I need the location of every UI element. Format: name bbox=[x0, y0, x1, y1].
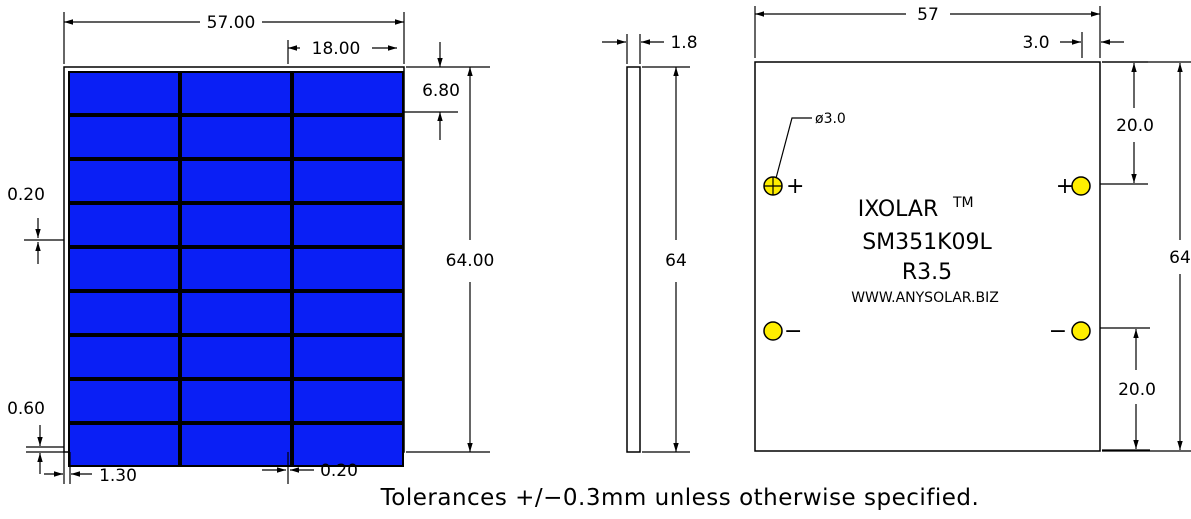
column-gap-label: 0.20 bbox=[320, 461, 358, 481]
terminal-top-right bbox=[1071, 176, 1091, 196]
solar-cell-grid bbox=[68, 71, 404, 467]
solar-cell bbox=[68, 159, 180, 203]
height-label: 64.00 bbox=[446, 251, 495, 271]
edge-offset-label: 3.0 bbox=[1022, 33, 1049, 53]
solar-cell bbox=[68, 203, 180, 247]
solar-cell bbox=[68, 335, 180, 379]
back-view: 57 3.0 ø3.0 + + − − IXOLAR TM SM351K09L … bbox=[754, 5, 1191, 452]
solar-cell bbox=[292, 379, 404, 423]
solar-cell bbox=[292, 159, 404, 203]
width-label: 57.00 bbox=[207, 13, 256, 33]
solar-cell bbox=[292, 423, 404, 467]
solar-cell bbox=[180, 71, 292, 115]
hole-label: ø3.0 bbox=[815, 111, 846, 127]
terminal-bottom-left bbox=[763, 321, 783, 341]
solar-cell bbox=[292, 247, 404, 291]
side-board-outline bbox=[626, 66, 641, 453]
solar-cell bbox=[180, 423, 292, 467]
solar-cell bbox=[292, 71, 404, 115]
hole-leader-line bbox=[774, 117, 812, 183]
left-margin-label: 1.30 bbox=[99, 466, 137, 486]
solar-cell bbox=[292, 291, 404, 335]
thickness-label: 1.8 bbox=[670, 33, 697, 53]
solar-cell bbox=[180, 291, 292, 335]
website: WWW.ANYSOLAR.BIZ bbox=[851, 290, 999, 306]
trademark-mark: TM bbox=[952, 195, 974, 211]
side-view: 1.8 64 bbox=[602, 33, 698, 453]
model-number: SM351K09L bbox=[862, 230, 992, 255]
solar-cell bbox=[180, 247, 292, 291]
bottom-margin-label: 0.60 bbox=[7, 399, 45, 419]
solar-cell bbox=[68, 115, 180, 159]
minus-sign-left: − bbox=[784, 319, 802, 344]
solar-cell bbox=[180, 115, 292, 159]
cell-width-label: 18.00 bbox=[312, 39, 361, 59]
solar-cell bbox=[180, 335, 292, 379]
back-board-outline bbox=[754, 61, 1101, 452]
top-margin-label: 6.80 bbox=[422, 81, 460, 101]
front-view: 57.00 18.00 6.80 64.00 0.20 0.60 1. bbox=[7, 12, 494, 486]
tolerance-note: Tolerances +/−0.3mm unless otherwise spe… bbox=[380, 485, 980, 511]
back-height-label: 64 bbox=[1169, 248, 1191, 268]
solar-cell bbox=[180, 203, 292, 247]
solar-cell bbox=[68, 379, 180, 423]
bottom-spacing-label: 20.0 bbox=[1118, 380, 1156, 400]
solar-cell bbox=[292, 335, 404, 379]
solar-cell bbox=[68, 291, 180, 335]
gap-label: 0.20 bbox=[7, 185, 45, 205]
revision: R3.5 bbox=[902, 260, 952, 285]
solar-cell bbox=[292, 203, 404, 247]
side-height-label: 64 bbox=[665, 251, 687, 271]
plus-sign-right: + bbox=[1056, 174, 1074, 199]
solar-cell bbox=[180, 379, 292, 423]
minus-sign-right: − bbox=[1049, 319, 1067, 344]
solar-cell bbox=[292, 115, 404, 159]
solar-cell bbox=[68, 247, 180, 291]
solar-cell bbox=[68, 71, 180, 115]
solar-cell bbox=[68, 423, 180, 467]
top-spacing-label: 20.0 bbox=[1116, 116, 1154, 136]
plus-sign-left: + bbox=[786, 174, 804, 199]
solar-cell bbox=[180, 159, 292, 203]
back-width-label: 57 bbox=[917, 5, 939, 25]
terminal-bottom-right bbox=[1071, 321, 1091, 341]
brand-name: IXOLAR bbox=[858, 197, 939, 222]
